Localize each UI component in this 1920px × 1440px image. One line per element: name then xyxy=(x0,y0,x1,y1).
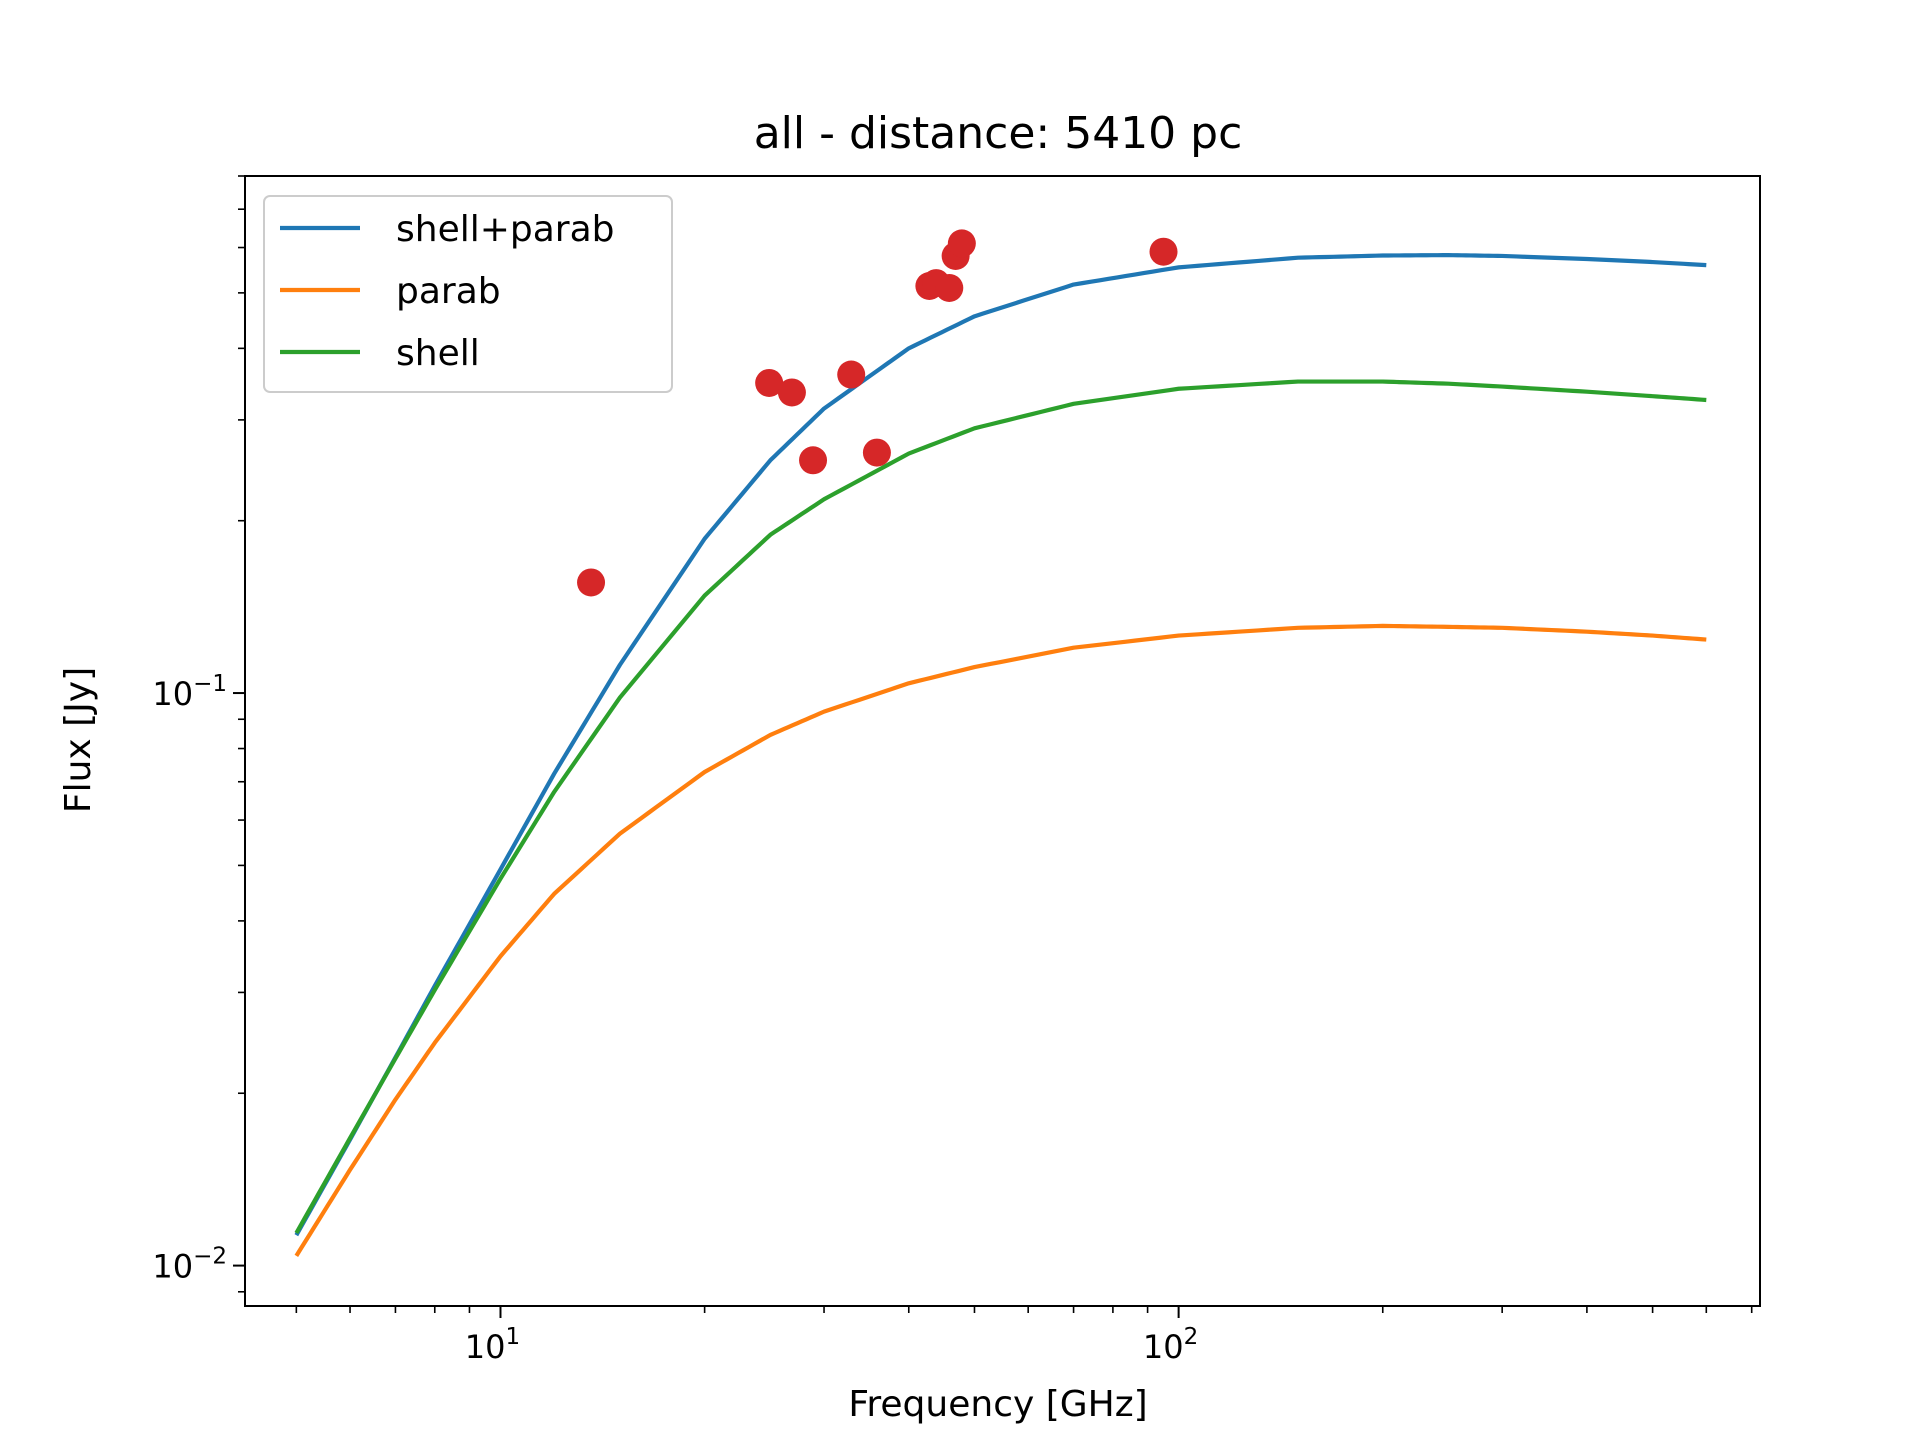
y-tick-label: 10−1 xyxy=(152,671,227,713)
x-axis-label: Frequency [GHz] xyxy=(848,1384,1147,1425)
y-tick-label: 10−2 xyxy=(152,1244,227,1286)
y-axis-label: Flux [Jy] xyxy=(58,667,99,813)
legend-box xyxy=(263,195,673,393)
data-point xyxy=(577,568,606,597)
data-point xyxy=(837,360,866,389)
data-point xyxy=(1149,237,1178,266)
series-line-shell-parab xyxy=(294,253,1707,1237)
data-point xyxy=(799,446,828,475)
data-point xyxy=(935,273,964,302)
data-point xyxy=(862,438,891,467)
series-layer xyxy=(294,253,1707,1257)
chart-title: all - distance: 5410 pc xyxy=(754,108,1243,159)
data-point xyxy=(755,368,784,397)
legend-label: shell xyxy=(396,333,480,374)
plot-frame xyxy=(244,175,1761,1307)
labels-layer: all - distance: 5410 pc Frequency [GHz] … xyxy=(58,108,1242,1425)
series-line-shell xyxy=(294,379,1707,1235)
points-layer xyxy=(577,229,1178,597)
legend-label: parab xyxy=(396,271,501,312)
legend: shell+parab parab shell xyxy=(263,195,673,393)
series-line-parab xyxy=(294,623,1707,1257)
legend-label: shell+parab xyxy=(396,209,615,250)
data-point xyxy=(947,229,976,258)
axes-layer: 101 102 10−2 10−1 xyxy=(152,175,1761,1366)
x-tick-label: 102 xyxy=(1143,1324,1198,1366)
data-point xyxy=(777,378,806,407)
x-tick-label: 101 xyxy=(465,1324,520,1366)
